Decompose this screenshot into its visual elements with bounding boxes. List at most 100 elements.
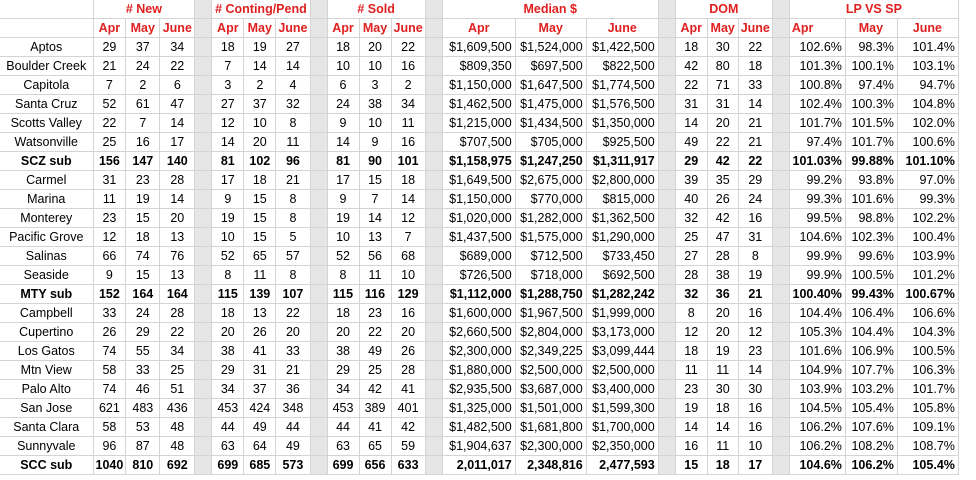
gap-column	[194, 303, 213, 323]
cell-sold: 65	[359, 436, 392, 456]
cell-new: 46	[125, 379, 161, 399]
cell-dom: 18	[707, 455, 739, 475]
cell-dom: 22	[707, 132, 739, 152]
gap-column	[310, 398, 328, 418]
cell-sold: 42	[359, 379, 392, 399]
cell-median: $1,422,500	[586, 37, 659, 57]
cell-dom: 22	[675, 75, 708, 95]
gap-column	[194, 455, 213, 475]
gap-column	[772, 151, 790, 171]
cell-conting: 453	[211, 398, 245, 418]
cell-new: 147	[125, 151, 161, 171]
cell-conting: 18	[243, 170, 277, 190]
gap-column	[194, 132, 213, 152]
gap-column	[772, 113, 790, 133]
cell-sold: 22	[359, 322, 392, 342]
cell-conting: 7	[211, 56, 245, 76]
row-label: Monterey	[0, 208, 94, 228]
cell-new: 20	[159, 208, 196, 228]
cell-conting: 31	[243, 360, 277, 380]
cell-conting: 36	[275, 379, 311, 399]
row-label: Salinas	[0, 246, 94, 266]
cell-median: $2,660,500	[442, 322, 516, 342]
gap-column	[310, 455, 328, 475]
cell-dom: 20	[707, 303, 739, 323]
cell-sold: 18	[327, 303, 360, 323]
cell-new: 22	[159, 322, 196, 342]
gap-column	[310, 113, 328, 133]
gap-column	[425, 151, 443, 171]
gap-column	[425, 94, 443, 114]
gap-column	[658, 75, 676, 95]
table-row: Santa Clara 58 53 48 44 49 44 44 41 42 $1,482,500 $…	[0, 417, 959, 437]
cell-sold: 81	[327, 151, 360, 171]
cell-new: 87	[125, 436, 161, 456]
gap-column	[194, 284, 213, 304]
cell-dom: 17	[738, 455, 773, 475]
cell-new: 34	[159, 37, 196, 57]
cell-new: 24	[125, 56, 161, 76]
gap-column	[772, 265, 790, 285]
cell-sold: 16	[391, 303, 426, 323]
cell-sold: 11	[391, 113, 426, 133]
cell-median: $2,349,225	[515, 341, 587, 361]
cell-median: $1,647,500	[515, 75, 587, 95]
cell-new: 164	[159, 284, 196, 304]
cell-lpsp: 101.10%	[897, 151, 959, 171]
cell-median: $1,290,000	[586, 227, 659, 247]
subtotal-row: SCZ sub 156 147 140 81 102 96 81 90 101 $1,158,975…	[0, 151, 959, 171]
cell-conting: 8	[275, 189, 311, 209]
cell-conting: 8	[275, 113, 311, 133]
gap-column	[658, 246, 676, 266]
cell-sold: 10	[359, 56, 392, 76]
cell-new: 12	[93, 227, 127, 247]
gap-column	[772, 227, 790, 247]
gap-column	[425, 227, 443, 247]
month-header: May	[515, 18, 587, 38]
cell-median: $1,524,000	[515, 37, 587, 57]
cell-lpsp: 97.4%	[789, 132, 846, 152]
cell-sold: 15	[359, 170, 392, 190]
gap-column	[194, 360, 213, 380]
cell-median: $1,475,000	[515, 94, 587, 114]
gap-column	[658, 132, 676, 152]
cell-lpsp: 100.67%	[897, 284, 959, 304]
cell-lpsp: 104.5%	[789, 398, 846, 418]
cell-new: 33	[125, 360, 161, 380]
cell-new: 31	[93, 170, 127, 190]
cell-lpsp: 103.2%	[845, 379, 898, 399]
gap-column	[310, 265, 328, 285]
gap-column	[194, 341, 213, 361]
cell-new: 152	[93, 284, 127, 304]
month-header: May	[845, 18, 898, 38]
cell-conting: 44	[211, 417, 245, 437]
table-row: Los Gatos 74 55 34 38 41 33 38 49 26 $2,300,000 $2,…	[0, 341, 959, 361]
cell-new: 76	[159, 246, 196, 266]
gap-column	[658, 18, 676, 38]
gap-column	[772, 170, 790, 190]
cell-sold: 41	[359, 417, 392, 437]
gap-column	[772, 132, 790, 152]
cell-median: $689,000	[442, 246, 516, 266]
cell-dom: 25	[675, 227, 708, 247]
cell-dom: 11	[675, 360, 708, 380]
cell-conting: 17	[211, 170, 245, 190]
cell-sold: 14	[327, 132, 360, 152]
cell-new: 17	[159, 132, 196, 152]
cell-sold: 18	[327, 37, 360, 57]
cell-lpsp: 105.3%	[789, 322, 846, 342]
cell-median: $1,576,500	[586, 94, 659, 114]
gap-column	[194, 208, 213, 228]
cell-dom: 26	[707, 189, 739, 209]
cell-median: $2,804,000	[515, 322, 587, 342]
cell-conting: 19	[211, 208, 245, 228]
header-sold: # Sold	[327, 0, 426, 19]
gap-column	[425, 189, 443, 209]
cell-sold: 16	[391, 132, 426, 152]
gap-column	[310, 170, 328, 190]
gap-column	[772, 94, 790, 114]
cell-sold: 101	[391, 151, 426, 171]
gap-column	[772, 284, 790, 304]
gap-column	[310, 246, 328, 266]
row-label: Campbell	[0, 303, 94, 323]
